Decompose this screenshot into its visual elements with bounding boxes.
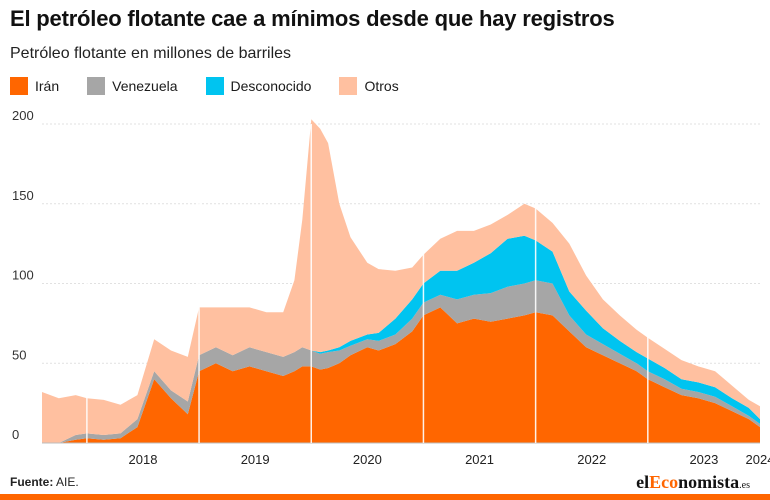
bottom-accent-bar <box>0 494 770 500</box>
y-tick-label-200: 200 <box>12 108 34 123</box>
area-series-ir-n <box>42 307 760 443</box>
legend-swatch-desconocido <box>205 77 224 95</box>
legend-item-venezuela: Venezuela <box>87 77 178 95</box>
legend-item-iran: Irán <box>10 77 59 95</box>
x-tick-label-2018: 2018 <box>129 452 158 467</box>
legend-swatch-venezuela <box>87 77 106 95</box>
legend-swatch-iran <box>10 77 28 95</box>
legend-item-otros: Otros <box>339 77 399 95</box>
legend-label-venezuela: Venezuela <box>112 78 178 94</box>
brand-pre: el <box>636 472 650 492</box>
brand-accent: Eco <box>649 472 679 492</box>
area-series-desconocido <box>42 235 760 443</box>
brand-tld: .es <box>739 480 750 491</box>
brand-post: nomista <box>678 472 740 492</box>
legend-item-desconocido: Desconocido <box>205 77 312 95</box>
y-tick-label-150: 150 <box>12 188 34 203</box>
area-series-venezuela <box>42 280 760 443</box>
x-tick-label-2023: 2023 <box>689 452 718 467</box>
source-note: Fuente: AIE. <box>10 475 79 489</box>
x-tick-label-2024: 2024 <box>746 452 770 467</box>
y-tick-label-50: 50 <box>12 347 26 362</box>
legend: Irán Venezuela Desconocido Otros <box>10 77 427 95</box>
chart-title: El petróleo flotante cae a mínimos desde… <box>10 6 615 31</box>
chart-subtitle: Petróleo flotante en millones de barrile… <box>10 45 292 62</box>
legend-label-desconocido: Desconocido <box>230 78 312 94</box>
y-tick-label-100: 100 <box>12 268 34 283</box>
legend-label-iran: Irán <box>35 78 60 94</box>
legend-label-otros: Otros <box>364 78 399 94</box>
x-tick-label-2022: 2022 <box>577 452 606 467</box>
x-tick-label-2019: 2019 <box>241 452 270 467</box>
legend-swatch-otros <box>339 77 358 95</box>
area-series-otros <box>42 119 760 443</box>
x-tick-label-2021: 2021 <box>465 452 494 467</box>
x-tick-label-2020: 2020 <box>353 452 382 467</box>
source-text: AIE. <box>56 475 79 489</box>
source-label: Fuente: <box>10 475 54 489</box>
y-tick-label-0: 0 <box>12 427 19 442</box>
stacked-area-chart: 0 50 100 150 200 2018 2019 2020 2021 2022 2023 2024 <box>12 108 770 467</box>
brand-logo: elEconomista.es <box>636 472 750 493</box>
